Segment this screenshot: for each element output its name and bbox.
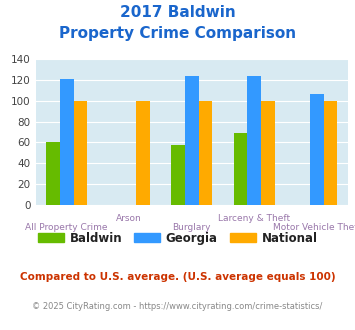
Text: Burglary: Burglary xyxy=(173,223,211,232)
Bar xyxy=(60,79,73,205)
Bar xyxy=(171,146,185,205)
Legend: Baldwin, Georgia, National: Baldwin, Georgia, National xyxy=(33,227,322,249)
Bar xyxy=(46,142,60,205)
Bar xyxy=(198,101,212,205)
Bar xyxy=(310,94,323,205)
Text: Property Crime Comparison: Property Crime Comparison xyxy=(59,26,296,41)
Bar xyxy=(136,101,150,205)
Text: © 2025 CityRating.com - https://www.cityrating.com/crime-statistics/: © 2025 CityRating.com - https://www.city… xyxy=(32,302,323,311)
Bar xyxy=(247,76,261,205)
Text: All Property Crime: All Property Crime xyxy=(26,223,108,232)
Bar xyxy=(185,76,198,205)
Bar xyxy=(234,133,247,205)
Text: 2017 Baldwin: 2017 Baldwin xyxy=(120,5,235,20)
Text: Larceny & Theft: Larceny & Theft xyxy=(218,214,290,223)
Bar xyxy=(323,101,337,205)
Text: Motor Vehicle Theft: Motor Vehicle Theft xyxy=(273,223,355,232)
Bar xyxy=(73,101,87,205)
Text: Compared to U.S. average. (U.S. average equals 100): Compared to U.S. average. (U.S. average … xyxy=(20,272,335,282)
Bar xyxy=(261,101,275,205)
Text: Arson: Arson xyxy=(116,214,142,223)
